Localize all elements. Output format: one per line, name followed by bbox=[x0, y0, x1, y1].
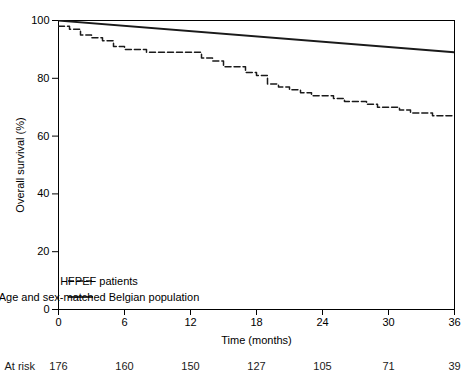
svg-text:127: 127 bbox=[247, 360, 265, 372]
svg-text:Overall survival (%): Overall survival (%) bbox=[14, 117, 26, 212]
svg-text:12: 12 bbox=[184, 316, 196, 328]
svg-text:30: 30 bbox=[382, 316, 394, 328]
svg-text:80: 80 bbox=[37, 72, 49, 84]
svg-text:36: 36 bbox=[448, 316, 460, 328]
svg-text:105: 105 bbox=[313, 360, 331, 372]
svg-text:40: 40 bbox=[37, 187, 49, 199]
svg-text:100: 100 bbox=[31, 14, 49, 26]
svg-text:0: 0 bbox=[43, 303, 49, 315]
svg-text:6: 6 bbox=[121, 316, 127, 328]
svg-text:160: 160 bbox=[115, 360, 133, 372]
svg-text:60: 60 bbox=[37, 130, 49, 142]
svg-text:150: 150 bbox=[181, 360, 199, 372]
svg-text:71: 71 bbox=[382, 360, 394, 372]
svg-text:HFPEF patients: HFPEF patients bbox=[60, 275, 138, 287]
svg-text:18: 18 bbox=[250, 316, 262, 328]
svg-text:39: 39 bbox=[448, 360, 460, 372]
svg-text:At risk: At risk bbox=[5, 360, 36, 372]
svg-text:20: 20 bbox=[37, 245, 49, 257]
svg-text:Time (months): Time (months) bbox=[221, 334, 292, 346]
svg-text:0: 0 bbox=[55, 316, 61, 328]
svg-text:176: 176 bbox=[49, 360, 67, 372]
svg-text:Age and sex-matched Belgian po: Age and sex-matched Belgian population bbox=[0, 291, 199, 303]
svg-text:24: 24 bbox=[316, 316, 328, 328]
